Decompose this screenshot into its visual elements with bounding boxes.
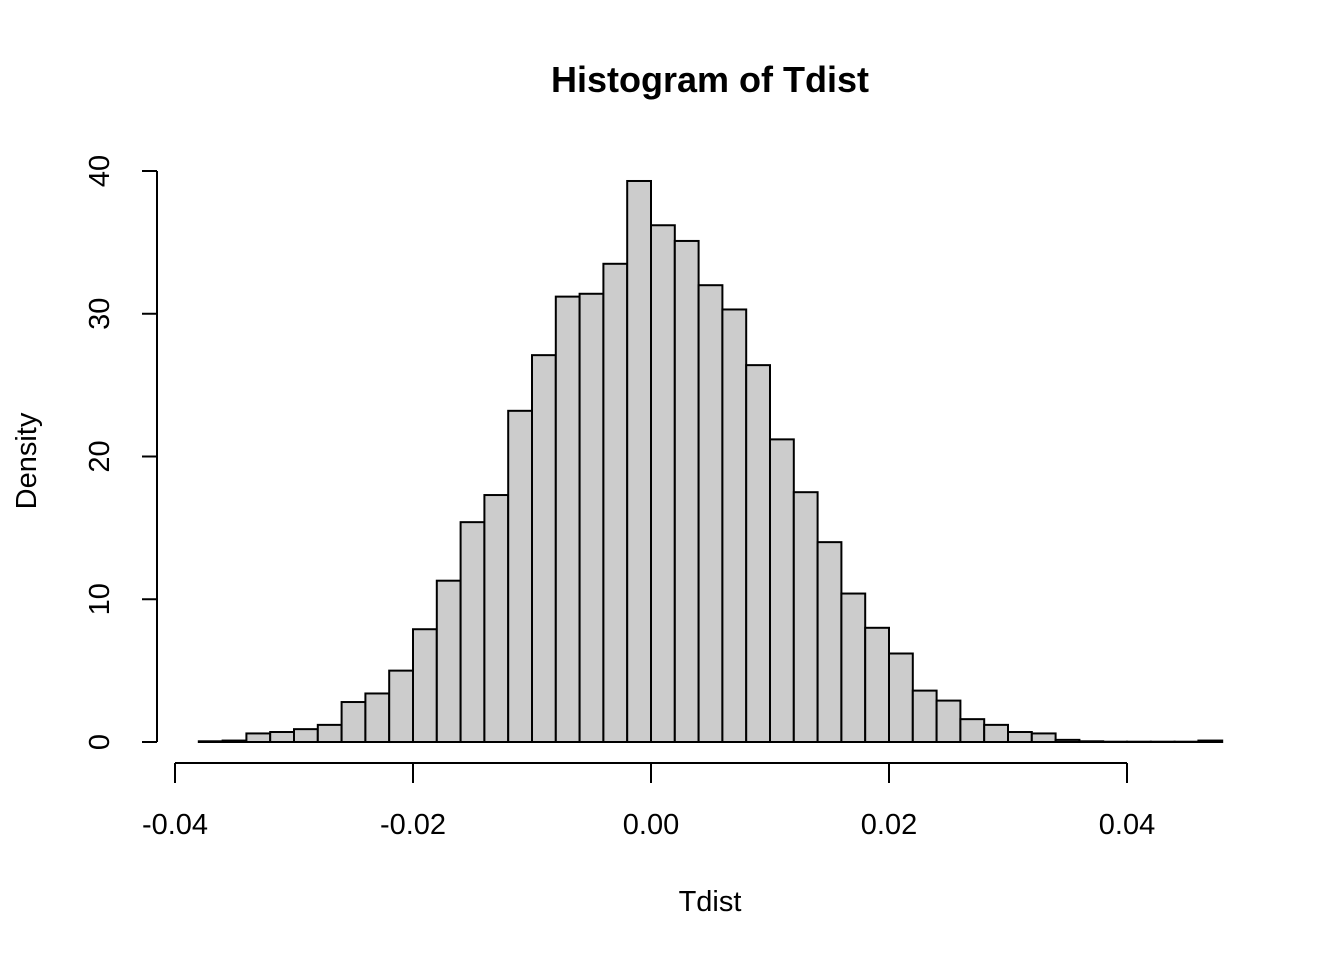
histogram-bar [745, 364, 772, 743]
histogram-bar [1197, 739, 1224, 744]
histogram-bar [911, 689, 938, 743]
histogram-bar [888, 652, 914, 743]
histogram-bar [459, 521, 486, 743]
histogram-bar [1007, 731, 1033, 744]
histogram-bar [221, 739, 248, 744]
histogram-bar [1030, 732, 1057, 743]
histogram-bar [697, 284, 724, 743]
y-tick-label: 40 [84, 155, 116, 187]
histogram-bar [554, 295, 581, 743]
x-tick-label: 0.00 [623, 809, 679, 841]
histogram-bar [1078, 740, 1105, 743]
histogram-bar [935, 699, 962, 743]
histogram-bar [840, 592, 867, 743]
bars-group [197, 179, 1224, 744]
y-tick-label: 20 [84, 440, 116, 472]
histogram-bar [364, 692, 391, 743]
histogram-bar [316, 723, 343, 743]
y-tick-label: 10 [84, 583, 116, 615]
y-axis-label: Density [11, 412, 43, 509]
x-tick-label: 0.04 [1099, 809, 1155, 841]
histogram-bar [578, 292, 605, 743]
x-tick-label: -0.04 [142, 809, 208, 841]
histogram-bar [435, 579, 462, 743]
x-tick-label: -0.02 [380, 809, 446, 841]
histogram-bar [197, 740, 224, 743]
y-tick-label: 30 [84, 298, 116, 330]
histogram-bar [531, 354, 557, 743]
histogram-bar [602, 262, 629, 743]
x-axis: -0.04 -0.02 0.00 0.02 0.04 [142, 762, 1155, 841]
histogram-bar [792, 491, 819, 743]
histogram-bar [388, 669, 415, 744]
histogram-bar [959, 718, 986, 743]
histogram-bar [245, 732, 272, 743]
histogram-bar [864, 626, 891, 743]
histogram-bar [983, 723, 1010, 743]
histogram-bar [293, 728, 319, 744]
x-tick-label: 0.02 [861, 809, 917, 841]
histogram-bar [816, 541, 843, 744]
y-tick-label: 0 [84, 734, 116, 750]
histogram-bar [650, 224, 676, 743]
histogram-bar [769, 438, 795, 743]
histogram-bar [483, 494, 510, 744]
x-axis-label: Tdist [679, 886, 742, 918]
chart-title: Histogram of Tdist [551, 59, 869, 100]
histogram-bar [507, 409, 534, 743]
histogram-bar [1054, 738, 1081, 743]
y-axis: 0 10 20 30 40 [84, 155, 158, 750]
histogram-bar [340, 701, 367, 744]
histogram-bar [269, 731, 296, 744]
histogram-bar [412, 628, 438, 743]
histogram-bar [721, 308, 748, 743]
histogram-bar [673, 239, 700, 743]
histogram-bar [626, 179, 653, 744]
